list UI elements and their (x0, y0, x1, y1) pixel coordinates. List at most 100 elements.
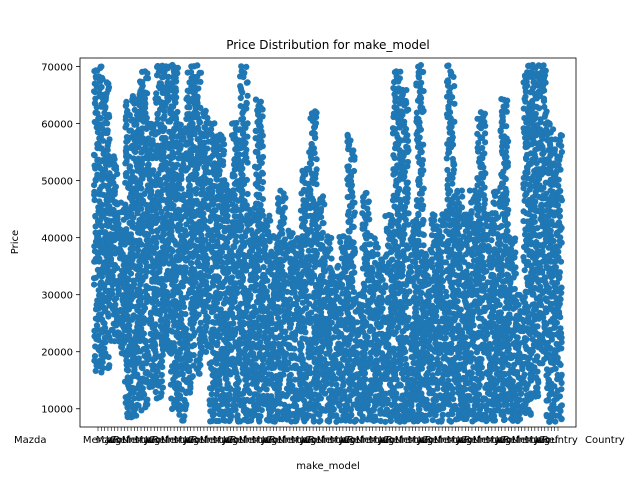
data-point (191, 303, 198, 310)
data-point (167, 212, 174, 219)
data-point (246, 206, 253, 214)
data-point (137, 180, 144, 187)
data-point (260, 264, 267, 271)
data-point (178, 254, 185, 261)
data-point (278, 226, 285, 233)
data-point (132, 263, 139, 270)
data-point (160, 125, 167, 133)
data-point (259, 314, 266, 321)
data-point (155, 170, 162, 177)
data-point (243, 79, 250, 86)
data-point (244, 299, 251, 306)
data-point (291, 345, 298, 352)
data-point (153, 286, 160, 293)
data-point (264, 222, 271, 230)
data-point (277, 324, 284, 331)
data-point (138, 294, 145, 301)
data-point (146, 371, 153, 378)
data-point (140, 345, 147, 353)
data-point (149, 276, 156, 283)
data-point (308, 344, 316, 351)
data-point (183, 326, 190, 333)
data-point (177, 356, 184, 363)
data-point (198, 140, 205, 147)
data-point (360, 328, 367, 336)
data-point (351, 209, 358, 216)
data-point (268, 301, 275, 308)
data-point (109, 231, 116, 238)
data-point (260, 392, 267, 399)
data-point (139, 125, 146, 132)
data-point (207, 201, 214, 208)
data-point (193, 175, 200, 183)
data-point (223, 362, 230, 369)
data-point (387, 417, 394, 425)
data-point (194, 100, 201, 107)
data-point (168, 246, 175, 253)
data-point (106, 362, 113, 369)
data-point (241, 198, 248, 205)
data-point (162, 256, 169, 263)
data-point (237, 391, 244, 398)
data-point (168, 200, 175, 207)
data-point (98, 176, 106, 183)
data-point (220, 147, 228, 154)
data-point (363, 189, 370, 197)
data-point (145, 353, 152, 360)
data-point (292, 362, 299, 369)
point-column (251, 96, 267, 425)
data-point (385, 295, 392, 302)
data-point (106, 191, 113, 198)
data-point (375, 392, 382, 399)
data-point (253, 171, 260, 178)
data-point (201, 287, 208, 294)
data-point (184, 87, 191, 94)
data-point (106, 221, 113, 228)
data-point (214, 339, 221, 347)
data-point (384, 408, 391, 415)
data-point (139, 68, 146, 75)
data-point (129, 384, 136, 392)
data-point (161, 108, 168, 115)
data-point (191, 147, 198, 154)
data-point (270, 347, 277, 354)
data-point (168, 395, 175, 402)
data-point (336, 296, 343, 303)
data-point (195, 285, 202, 292)
data-point (360, 314, 367, 321)
data-point (362, 241, 369, 249)
data-point (376, 364, 383, 371)
data-point (222, 417, 229, 424)
data-point (237, 94, 244, 102)
data-point (152, 270, 159, 277)
data-point (260, 284, 267, 291)
data-point (283, 393, 290, 400)
data-point (390, 329, 397, 336)
data-point (169, 223, 176, 230)
data-point (92, 109, 99, 116)
data-point (391, 397, 398, 404)
data-point (291, 376, 299, 383)
data-point (307, 187, 314, 194)
data-point (329, 405, 336, 412)
data-point (344, 264, 351, 271)
data-point (91, 197, 98, 204)
data-point (194, 151, 201, 158)
data-point (123, 144, 130, 151)
data-point (211, 319, 218, 326)
data-point (229, 407, 236, 414)
data-point (278, 262, 285, 270)
data-point (231, 161, 238, 168)
data-point (123, 98, 130, 105)
data-point (191, 269, 198, 276)
data-point (219, 187, 226, 194)
data-point (315, 402, 322, 409)
data-point (91, 357, 98, 364)
data-point (97, 63, 104, 70)
data-point (306, 300, 313, 307)
data-point (244, 92, 251, 99)
data-point (94, 266, 101, 273)
data-point (322, 315, 329, 323)
data-point (237, 85, 244, 92)
data-point (233, 233, 240, 240)
